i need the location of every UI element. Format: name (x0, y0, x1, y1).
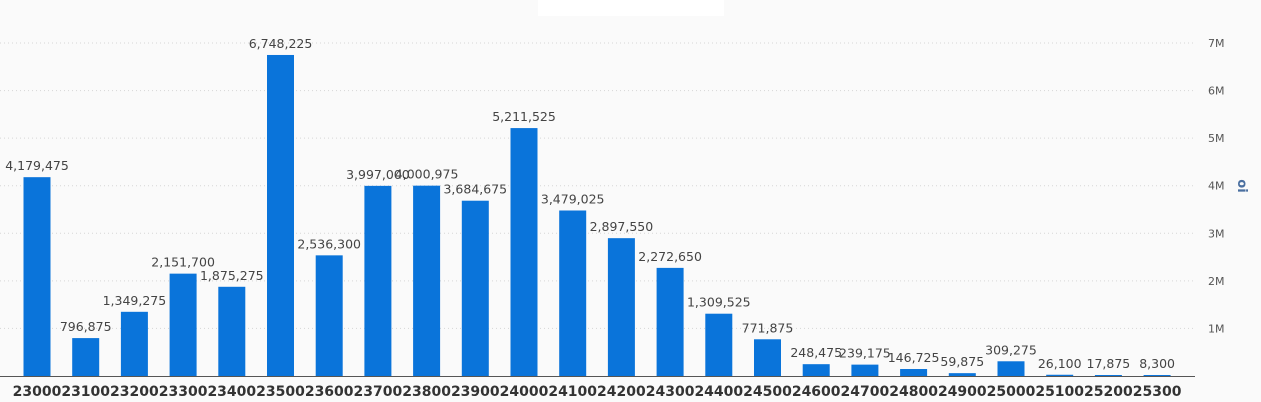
bar[interactable] (218, 286, 246, 376)
bar-value-label: 771,875 (742, 320, 794, 335)
y-tick-label: 2M (1208, 275, 1225, 288)
bar-value-label: 17,875 (1087, 356, 1131, 371)
bar-value-label: 4,179,475 (5, 158, 69, 173)
bar[interactable] (413, 185, 441, 376)
bar-value-label: 3,479,025 (541, 191, 605, 206)
bar-value-label: 1,309,525 (687, 295, 751, 310)
bar-value-label: 26,100 (1038, 356, 1082, 371)
bar-value-label: 3,684,675 (443, 182, 507, 197)
bar[interactable] (120, 311, 148, 376)
bar[interactable] (72, 338, 100, 376)
x-tick-label: 23600 (305, 384, 354, 400)
bar[interactable] (169, 273, 197, 376)
x-tick-label: 23200 (110, 384, 159, 400)
bar[interactable] (267, 54, 294, 376)
bar-value-label: 59,875 (940, 354, 984, 369)
x-tick-label: 24500 (743, 384, 792, 400)
x-tick-label: 23100 (61, 384, 110, 400)
bar-value-label: 248,475 (790, 345, 842, 360)
y-axis-tick-labels: 1M 2M 3M 4M 5M 6M 7M (1208, 37, 1225, 335)
bar[interactable] (851, 364, 879, 376)
bar-value-label: 5,211,525 (492, 109, 556, 124)
bar[interactable] (1046, 374, 1074, 376)
x-tick-label: 23500 (256, 384, 305, 400)
x-tick-label: 23300 (159, 384, 208, 400)
bar-value-label: 1,875,275 (200, 268, 264, 283)
bar-value-label: 2,897,550 (590, 219, 654, 234)
x-tick-label: 24600 (792, 384, 841, 400)
y-tick-label: 1M (1208, 322, 1225, 335)
y-tick-label: 7M (1208, 37, 1225, 50)
bar[interactable] (997, 361, 1025, 376)
bar-value-label: 3,997,000 (346, 167, 410, 182)
x-tick-label: 24400 (694, 384, 743, 400)
bar[interactable] (23, 177, 51, 376)
bar[interactable] (948, 373, 976, 376)
bar[interactable] (802, 364, 830, 376)
bar[interactable] (607, 238, 635, 376)
bar[interactable] (1094, 375, 1122, 376)
bar-value-label: 1,349,275 (103, 293, 167, 308)
y-tick-label: 4M (1208, 180, 1225, 193)
x-tick-label: 25300 (1133, 384, 1182, 400)
bar[interactable] (900, 369, 928, 376)
x-tick-label: 25100 (1035, 384, 1084, 400)
x-tick-label: 25200 (1084, 384, 1133, 400)
value-labels: 4,179,475 796,875 1,349,275 2,151,7001,875,… (5, 36, 1175, 371)
bar[interactable] (461, 200, 489, 376)
y-axis-label: oi (1234, 179, 1249, 192)
x-tick-label: 23800 (402, 384, 451, 400)
bar[interactable] (559, 210, 587, 376)
top-panel (538, 0, 724, 16)
x-tick-label: 24000 (500, 384, 549, 400)
y-tick-label: 5M (1208, 132, 1225, 145)
x-tick-label: 24100 (548, 384, 597, 400)
bar[interactable] (364, 185, 392, 376)
x-tick-label: 23900 (451, 384, 500, 400)
bar[interactable] (510, 128, 538, 376)
x-tick-label: 24800 (889, 384, 938, 400)
bar-value-label: 239,175 (839, 346, 891, 361)
bar-value-label: 2,272,650 (638, 249, 702, 264)
bar[interactable] (1143, 375, 1171, 376)
bar[interactable] (656, 267, 684, 376)
y-tick-label: 6M (1208, 85, 1225, 98)
bar-series (23, 54, 1171, 376)
bar-value-label: 309,275 (985, 342, 1037, 357)
x-tick-label: 24900 (938, 384, 987, 400)
bar[interactable] (754, 339, 781, 376)
x-tick-label: 23000 (13, 384, 62, 400)
bar[interactable] (705, 313, 733, 376)
x-tick-label: 24700 (841, 384, 890, 400)
bar[interactable] (315, 255, 343, 376)
bar-value-label: 146,725 (888, 350, 940, 365)
bar-value-label: 2,151,700 (151, 255, 215, 270)
x-axis-tick-labels: 23000 23100 23200 23300 23400 23500 23600 23700… (13, 384, 1182, 400)
bar-value-label: 4,000,975 (395, 167, 459, 182)
bar-value-label: 8,300 (1139, 356, 1175, 371)
bar-value-label: 2,536,300 (297, 236, 361, 251)
x-tick-label: 25000 (987, 384, 1036, 400)
x-tick-label: 23400 (207, 384, 256, 400)
x-tick-label: 24200 (597, 384, 646, 400)
x-tick-label: 24300 (646, 384, 695, 400)
bar-value-label: 796,875 (60, 319, 112, 334)
x-tick-label: 23700 (354, 384, 403, 400)
bar-value-label: 6,748,225 (249, 36, 313, 51)
y-tick-label: 3M (1208, 227, 1225, 240)
